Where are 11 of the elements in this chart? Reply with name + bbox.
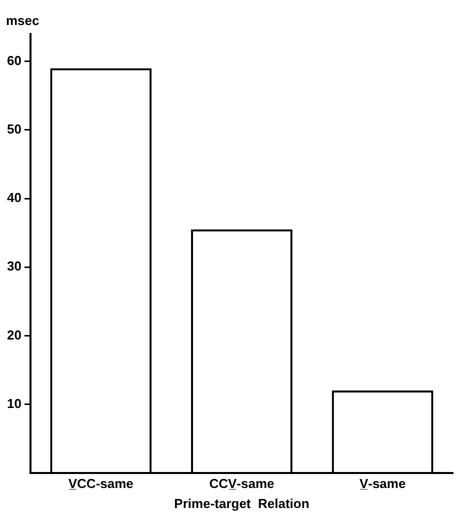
x-axis-title: Prime-target Relation	[174, 496, 310, 511]
y-tick-label: 60	[6, 53, 22, 68]
y-tick-label: 50	[6, 122, 22, 137]
y-tick-label: 20	[6, 327, 22, 342]
y-tick-label: 10	[6, 396, 22, 411]
y-tick-label: 30	[6, 258, 22, 274]
x-tick-label: CCV̲-same	[209, 476, 274, 492]
y-axis-title: msec	[6, 13, 40, 28]
x-tick-label: V̲CC-same	[68, 476, 134, 492]
y-tick-label: 40	[6, 190, 22, 206]
x-tick-label: V̲-same	[359, 476, 406, 492]
